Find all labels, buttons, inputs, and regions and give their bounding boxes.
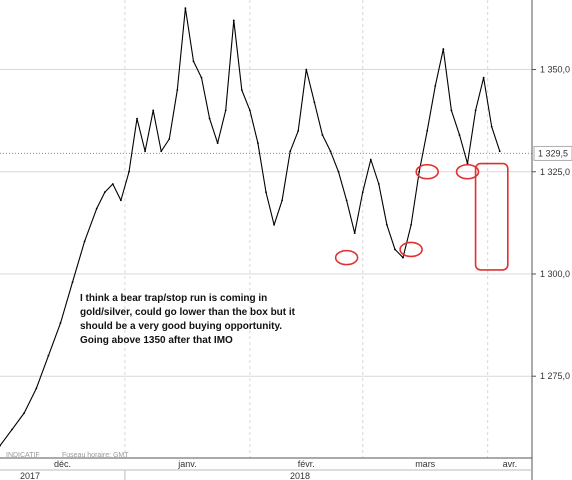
price-point <box>273 224 275 226</box>
price-point <box>23 412 26 414</box>
price-point <box>232 19 235 22</box>
price-point <box>128 170 130 173</box>
price-point <box>208 117 211 120</box>
price-point <box>224 109 227 112</box>
price-point <box>160 150 163 153</box>
low-circle <box>415 163 440 180</box>
price-point <box>71 281 74 284</box>
price-point <box>329 150 332 153</box>
x-month-label: févr. <box>298 459 315 469</box>
price-point <box>103 191 106 194</box>
price-point <box>442 48 445 50</box>
x-month-label: avr. <box>503 459 518 469</box>
price-point <box>490 125 493 128</box>
price-point <box>0 444 1 447</box>
x-month-label: janv. <box>177 459 196 469</box>
price-point <box>337 170 340 173</box>
y-tick-label: 1 325,0 <box>540 167 570 177</box>
price-point <box>297 129 300 132</box>
projection-box <box>474 162 509 271</box>
y-tick-label: 1 350,0 <box>540 65 570 75</box>
current-price-label: 1 329,5 <box>538 148 568 158</box>
price-point <box>313 101 316 104</box>
price-point <box>418 170 421 173</box>
instrument-label: INDICATIF <box>6 452 40 459</box>
price-point <box>176 89 179 91</box>
price-point <box>83 240 86 243</box>
price-point <box>59 322 62 324</box>
price-point <box>281 199 284 202</box>
price-point <box>240 89 243 91</box>
price-point <box>168 138 171 140</box>
x-year-label: 2018 <box>290 471 310 480</box>
x-month-label: déc. <box>54 459 71 469</box>
annotation-line-1: I think a bear trap/stop run is coming i… <box>80 293 268 304</box>
price-point <box>474 109 477 112</box>
price-point <box>377 183 380 185</box>
price-point <box>144 150 146 153</box>
price-point <box>111 183 114 185</box>
annotation-line-4: Going above 1350 after that IMO <box>80 335 233 346</box>
price-point <box>458 134 461 136</box>
x-year-label: 2017 <box>20 471 40 480</box>
price-point <box>95 207 98 210</box>
price-point <box>482 76 485 79</box>
price-point <box>184 7 187 10</box>
price-point <box>289 150 292 153</box>
current-price-line-group: 1 329,5 <box>0 145 572 161</box>
price-point <box>192 60 195 63</box>
price-point <box>386 224 388 226</box>
y-tick-label: 1 300,0 <box>540 269 570 279</box>
low-circle <box>399 241 423 258</box>
annotation-text: I think a bear trap/stop run is coming i… <box>80 292 300 348</box>
price-point <box>353 232 356 234</box>
current-price-tag <box>533 145 572 161</box>
trader-markup-group <box>334 162 509 271</box>
price-point <box>402 256 404 259</box>
price-point <box>200 76 203 79</box>
price-point <box>361 191 364 194</box>
price-point <box>394 248 396 251</box>
price-point <box>321 134 324 136</box>
x-month-label: mars <box>415 459 435 469</box>
price-point <box>35 387 38 390</box>
price-point <box>152 109 155 112</box>
low-circle <box>455 163 480 180</box>
price-point <box>434 84 437 87</box>
price-point <box>216 142 219 145</box>
annotation-line-3: should be a very good buying opportunity… <box>80 321 283 332</box>
price-point <box>450 109 453 112</box>
y-tick-label: 1 275,0 <box>540 371 570 381</box>
annotation-line-2: gold/silver, could go lower than the box… <box>80 307 296 318</box>
price-point <box>120 199 122 202</box>
price-point <box>265 191 267 194</box>
price-point <box>305 68 308 71</box>
low-circle <box>334 249 359 266</box>
price-point <box>345 199 348 202</box>
price-point <box>136 117 138 120</box>
price-point <box>410 224 412 226</box>
price-point <box>426 129 429 132</box>
price-point <box>11 428 13 431</box>
grid-lines <box>0 0 532 458</box>
price-point <box>498 150 501 153</box>
price-point <box>369 158 372 161</box>
price-point <box>47 354 50 357</box>
price-point <box>248 109 251 112</box>
price-series-group <box>0 7 501 447</box>
timezone-label: Fuseau horaire: GMT <box>62 452 129 459</box>
price-point <box>257 142 259 145</box>
